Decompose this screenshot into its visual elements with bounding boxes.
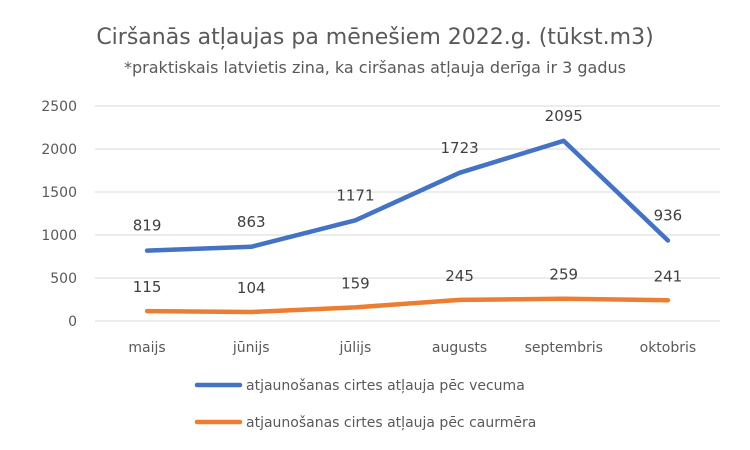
- data-label: 1723: [440, 139, 478, 157]
- data-label: 259: [549, 266, 578, 284]
- data-label: 819: [133, 217, 162, 235]
- x-tick-label: oktobris: [640, 340, 697, 356]
- legend-label: atjaunošanas cirtes atļauja pēc caurmēra: [246, 415, 536, 431]
- data-label: 863: [237, 213, 266, 231]
- data-label: 241: [654, 267, 683, 285]
- y-tick-label: 1500: [41, 185, 77, 201]
- y-tick-label: 1000: [41, 228, 77, 244]
- series-line-1: [144, 138, 671, 253]
- series-line-2: [144, 296, 671, 315]
- chart-subtitle: *praktiskais latvietis zina, ka ciršanas…: [124, 58, 626, 77]
- data-label: 159: [341, 274, 370, 292]
- data-label: 1171: [336, 186, 374, 204]
- data-labels: 819 863 1171 1723 2095 936 115 104 159 245 259 241: [133, 107, 682, 297]
- data-label: 2095: [545, 107, 583, 125]
- x-tick-label: jūlijs: [339, 340, 372, 356]
- data-label: 104: [237, 279, 266, 297]
- data-label: 245: [445, 267, 474, 285]
- x-axis-ticks: maijs jūnijs jūlijs augusts septembris oktobr…: [128, 340, 696, 356]
- chart-title: Ciršanās atļaujas pa mēnešiem 2022.g. (t…: [96, 25, 653, 50]
- y-tick-label: 2000: [41, 142, 77, 158]
- data-label: 936: [654, 207, 683, 225]
- x-tick-label: maijs: [128, 340, 165, 356]
- y-tick-label: 2500: [41, 99, 77, 115]
- data-label: 115: [133, 278, 162, 296]
- y-axis-ticks: 0 500 1000 1500 2000 2500: [41, 99, 77, 330]
- x-tick-label: septembris: [525, 340, 603, 356]
- x-tick-label: augusts: [432, 340, 487, 356]
- series-lines: [144, 138, 671, 315]
- gridlines: [95, 105, 720, 322]
- legend: atjaunošanas cirtes atļauja pēc vecuma at…: [194, 378, 536, 431]
- legend-label: atjaunošanas cirtes atļauja pēc vecuma: [246, 378, 525, 394]
- x-tick-label: jūnijs: [232, 340, 270, 356]
- y-tick-label: 0: [68, 314, 77, 330]
- y-tick-label: 500: [50, 271, 77, 287]
